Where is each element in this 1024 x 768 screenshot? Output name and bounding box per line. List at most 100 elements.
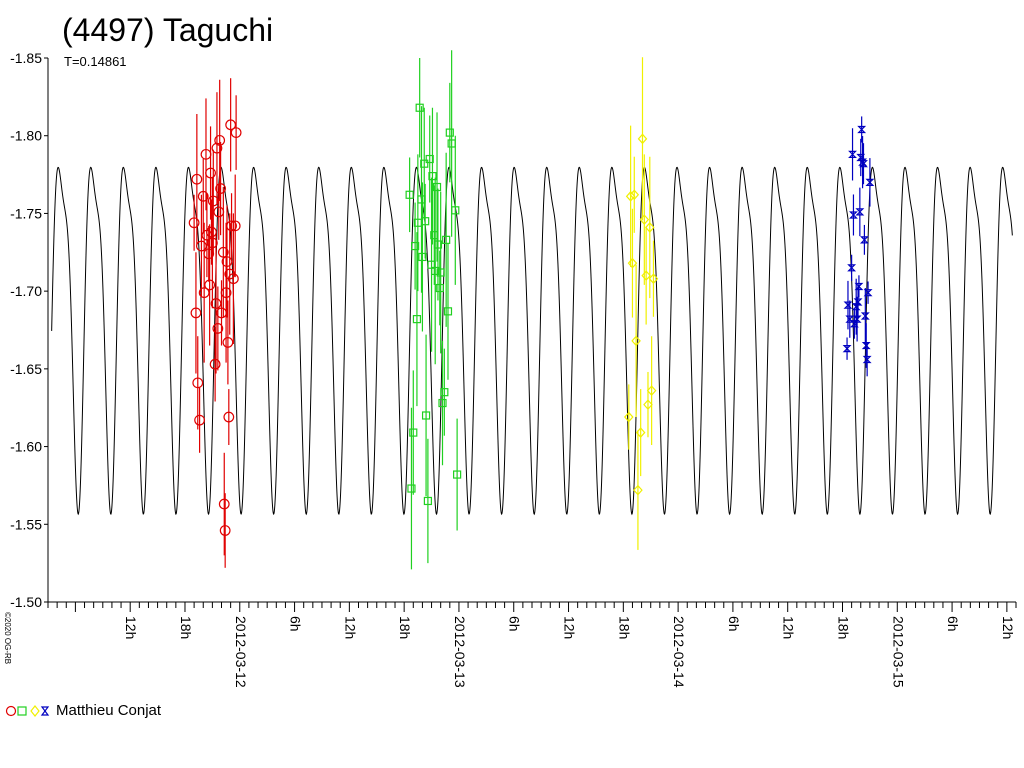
data-point-circle [226, 220, 237, 232]
y-tick-label: -1.50 [10, 594, 42, 610]
y-tick-label: -1.85 [10, 50, 42, 66]
x-tick-label: 18h [178, 616, 194, 639]
data-point-square [436, 268, 445, 277]
data-point-hourglass [842, 345, 852, 353]
data-point-circle [191, 173, 203, 185]
data-point-square [451, 206, 460, 215]
data-point-hourglass [843, 301, 853, 309]
data-point-circle [223, 411, 235, 423]
y-tick-label: -1.70 [10, 283, 42, 299]
x-tick-label: 18h [397, 616, 413, 639]
data-point-square [423, 496, 432, 506]
data-point-circle [190, 307, 202, 319]
data-point-circle [219, 525, 231, 536]
chart-title: (4497) Taguchi [62, 12, 274, 48]
x-tick-label: 2012-03-15 [890, 616, 906, 688]
data-point-square [431, 266, 440, 276]
data-point-square [421, 217, 430, 226]
data-point-square [411, 241, 420, 251]
lightcurve-chart: -1.85 -1.80 -1.75 -1.70 -1.65 -1.60 -1.55 -1.50… [10, 50, 1017, 688]
data-point-square [435, 283, 444, 293]
data-point-square [438, 398, 447, 408]
data-point-circle [222, 337, 234, 348]
chart-axes: -1.85 -1.80 -1.75 -1.70 -1.65 -1.60 -1.55 -1.50… [10, 50, 1017, 688]
data-point-circle [209, 358, 221, 370]
data-point-hourglass [862, 355, 872, 364]
data-point-circle [225, 119, 237, 131]
data-point-square [443, 307, 453, 316]
data-point-diamond [646, 385, 657, 397]
legend-marker-hourglass [40, 705, 50, 716]
data-point-circle [218, 498, 230, 510]
data-point-square [425, 154, 434, 164]
data-point-circle [217, 246, 229, 258]
legend-marker-square [17, 705, 27, 716]
data-point-diamond [639, 214, 650, 226]
data-point-square [421, 411, 431, 420]
model-curve-layer [51, 166, 1013, 516]
data-point-square [453, 470, 462, 479]
data-point-square [442, 235, 451, 244]
x-tick-label: 18h [616, 616, 632, 639]
chart-legend: Matthieu Conjat [4, 702, 161, 719]
data-point-hourglass [848, 150, 857, 158]
y-tick-label: -1.80 [10, 128, 42, 144]
data-point-hourglass [860, 312, 870, 320]
x-tick-label: 12h [562, 616, 578, 639]
data-point-hourglass [865, 178, 875, 186]
x-tick-label: 12h [342, 616, 358, 639]
data-point-square [415, 103, 424, 112]
legend-marker-circle [5, 705, 17, 716]
data-point-diamond [633, 484, 643, 496]
data-point-circle [203, 248, 215, 260]
data-points-layer [188, 50, 875, 570]
data-point-hourglass [849, 211, 858, 219]
data-point-diamond [637, 133, 648, 145]
data-point-circle [188, 217, 200, 229]
data-point-square [420, 159, 429, 168]
data-point-hourglass [845, 315, 855, 323]
data-point-circle [230, 127, 242, 139]
data-point-circle [207, 195, 219, 207]
data-point-square [418, 252, 427, 262]
data-point-hourglass [859, 160, 868, 168]
x-tick-label: 6h [507, 616, 523, 632]
data-point-hourglass [857, 125, 867, 134]
x-tick-label: 12h [123, 616, 139, 639]
data-point-diamond [648, 273, 659, 285]
data-point-circle [206, 226, 217, 238]
x-tick-label: 2012-03-12 [233, 616, 249, 688]
legend-markers [5, 704, 50, 717]
model-curve [51, 166, 1013, 516]
data-point-circle [206, 237, 218, 249]
data-point-circle [205, 167, 216, 179]
data-point-circle [220, 287, 232, 299]
data-point-square [433, 240, 443, 249]
chart-subtitle: T=0.14861 [64, 54, 127, 69]
data-point-circle [194, 414, 205, 426]
data-point-circle [196, 240, 207, 252]
data-point-circle [198, 287, 210, 299]
data-point-circle [197, 190, 209, 202]
x-tick-label: 6h [288, 616, 304, 632]
data-point-diamond [635, 427, 646, 438]
data-point-circle [210, 298, 222, 309]
data-point-square [412, 315, 422, 324]
data-point-circle [192, 377, 204, 389]
data-point-square [432, 182, 442, 192]
data-point-hourglass [855, 208, 865, 216]
data-point-circle [211, 142, 223, 154]
data-point-diamond [629, 189, 640, 201]
data-point-circle [227, 273, 239, 285]
x-tick-label: 18h [835, 616, 851, 639]
data-point-circle [204, 279, 216, 291]
data-point-square [440, 388, 449, 397]
data-point-square [407, 484, 416, 493]
legend-label: Matthieu Conjat [56, 702, 162, 719]
data-point-diamond [631, 335, 641, 347]
data-point-circle [221, 256, 233, 268]
x-tick-label: 12h [1000, 616, 1016, 639]
y-tick-label: -1.75 [10, 205, 42, 221]
data-point-square [405, 190, 414, 199]
data-point-hourglass [847, 264, 857, 272]
